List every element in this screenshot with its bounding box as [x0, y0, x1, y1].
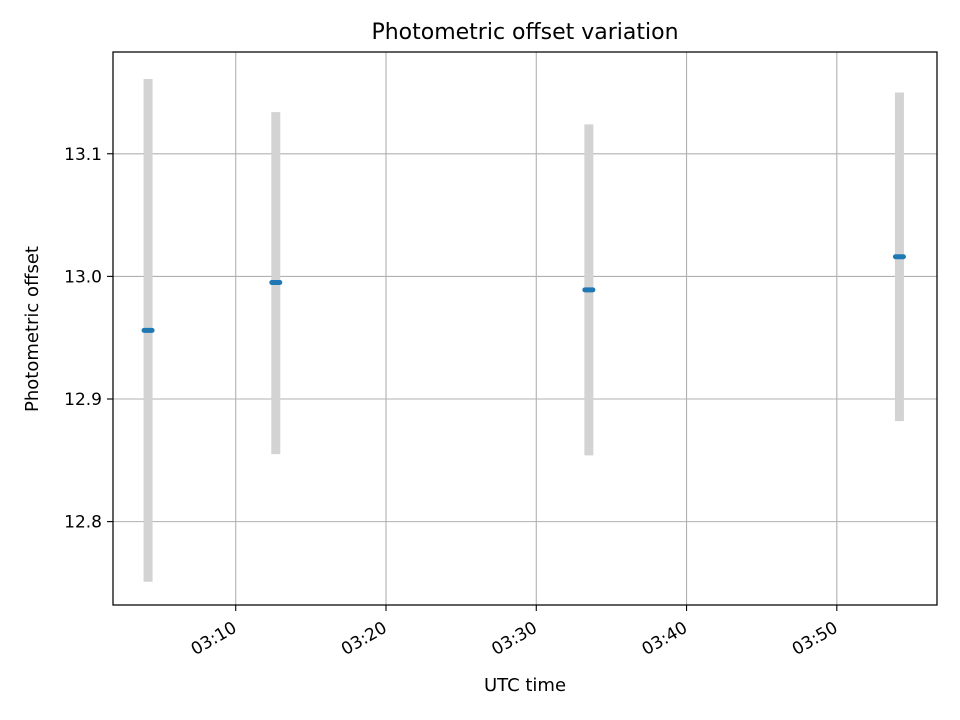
- chart-title: Photometric offset variation: [371, 20, 678, 45]
- y-tick-label: 13.0: [64, 267, 102, 287]
- x-axis-label: UTC time: [484, 675, 566, 696]
- y-axis-label: Photometric offset: [22, 246, 43, 412]
- y-tick-label: 12.9: [64, 390, 102, 410]
- data-points: [141, 254, 906, 333]
- plot-frame: [112, 51, 938, 606]
- grid: [113, 52, 937, 605]
- y-tick-label: 12.8: [64, 513, 102, 533]
- y-tick-label: 13.1: [64, 145, 102, 165]
